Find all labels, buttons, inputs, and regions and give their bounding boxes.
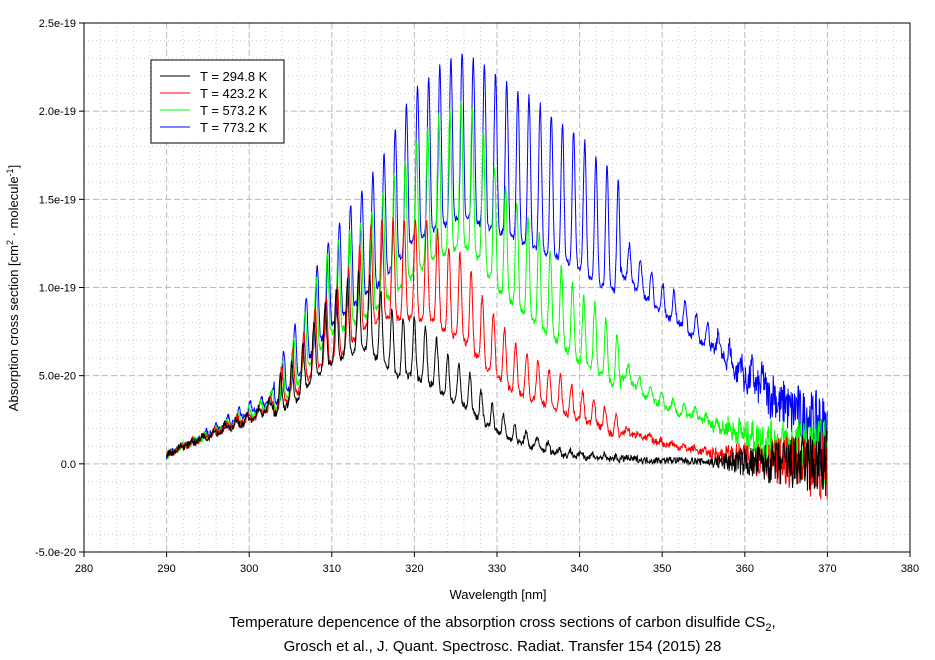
axis-ticks: 280 290 300 310 320 330 340 350 360 370 380 2.5e-19… — [35, 18, 919, 575]
x-tick-label: 330 — [488, 563, 506, 575]
y-axis-label: Absorption cross section [cm2 · molecule… — [5, 165, 21, 411]
y-tick-label: 1.0e-19 — [39, 283, 76, 295]
x-axis-label: Wavelength [nm] — [449, 587, 546, 602]
legend-label: T = 773.2 K — [200, 120, 268, 135]
legend-label: T = 423.2 K — [200, 86, 268, 101]
series-line-7732 — [166, 53, 828, 467]
x-tick-label: 350 — [653, 563, 671, 575]
y-tick-label: 0.0 — [61, 459, 76, 471]
legend-label: T = 573.2 K — [200, 103, 268, 118]
y-tick-label: -5.0e-20 — [35, 547, 76, 559]
y-tick-label: 2.5e-19 — [39, 18, 76, 30]
x-tick-label: 300 — [240, 563, 258, 575]
x-tick-label: 380 — [901, 563, 919, 575]
x-tick-label: 340 — [570, 563, 588, 575]
x-tick-label: 360 — [736, 563, 754, 575]
x-tick-label: 290 — [157, 563, 175, 575]
x-tick-label: 370 — [818, 563, 836, 575]
legend-label: T = 294.8 K — [200, 69, 268, 84]
plot-lines — [166, 53, 828, 500]
x-tick-label: 280 — [75, 563, 93, 575]
y-tick-label: 1.5e-19 — [39, 194, 76, 206]
series-line-2948 — [166, 270, 828, 497]
series-line-5732 — [166, 100, 828, 489]
y-tick-label: 5.0e-20 — [39, 371, 76, 383]
x-tick-label: 310 — [323, 563, 341, 575]
x-tick-label: 320 — [405, 563, 423, 575]
y-tick-label: 2.0e-19 — [39, 106, 76, 118]
legend: T = 294.8 K T = 423.2 K T = 573.2 K T = 773… — [150, 59, 285, 144]
caption-line-1: Temperature depencence of the absorption… — [229, 614, 776, 634]
caption-line-2: Grosch et al., J. Quant. Spectrosc. Radi… — [283, 638, 722, 655]
legend-box — [150, 59, 285, 144]
